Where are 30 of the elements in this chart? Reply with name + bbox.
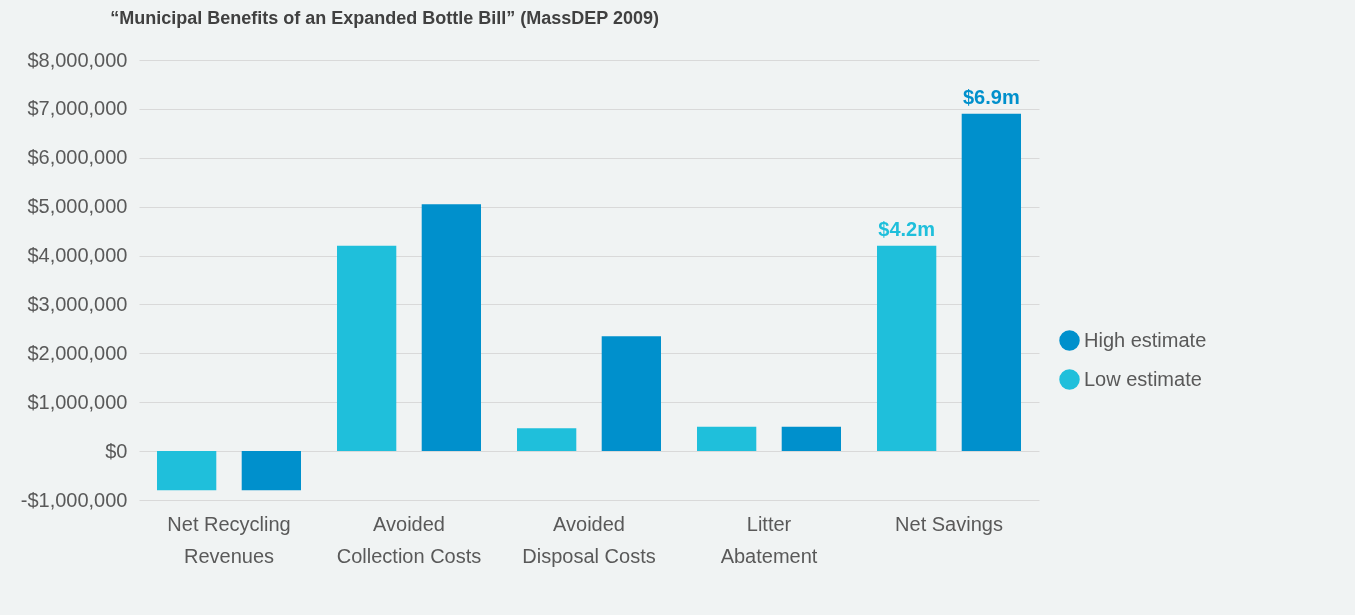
bar: [157, 451, 217, 491]
x-tick-label: Litter Abatement: [720, 512, 818, 567]
x-tick-label: Avoided Collection Costs: [336, 512, 482, 567]
legend-label: Low estimate: [1084, 367, 1202, 390]
y-tick-label: $1,000,000: [27, 390, 128, 413]
y-tick-label: $0: [105, 439, 128, 462]
bar: [241, 451, 301, 491]
chart-title: “Municipal Benefits of an Expanded Bottle Bill” (MassDEP 2009): [110, 8, 660, 28]
bar: [781, 426, 841, 452]
bar: [877, 245, 937, 452]
data-label: $4.2m: [878, 217, 936, 240]
bar: [517, 428, 577, 452]
y-tick-label: -$1,000,000: [20, 488, 128, 511]
y-tick-label: $5,000,000: [27, 195, 128, 218]
bar: [421, 204, 481, 452]
data-label: $6.9m: [962, 85, 1020, 108]
y-tick-label: $6,000,000: [27, 146, 128, 169]
y-tick-label: $7,000,000: [27, 97, 128, 120]
y-tick-label: $2,000,000: [27, 341, 128, 364]
x-tick-label: Avoided Disposal Costs: [522, 512, 656, 567]
x-tick-label: Net Recycling Revenues: [167, 512, 291, 567]
y-tick-label: $3,000,000: [27, 292, 128, 315]
bar: [961, 113, 1021, 452]
bar: [697, 426, 757, 452]
bar: [601, 336, 661, 452]
y-tick-label: $4,000,000: [27, 244, 128, 267]
y-tick-label: $8,000,000: [27, 48, 128, 71]
x-tick-label: Net Savings: [895, 512, 1003, 535]
legend-label: High estimate: [1084, 328, 1207, 351]
bar: [337, 245, 397, 452]
